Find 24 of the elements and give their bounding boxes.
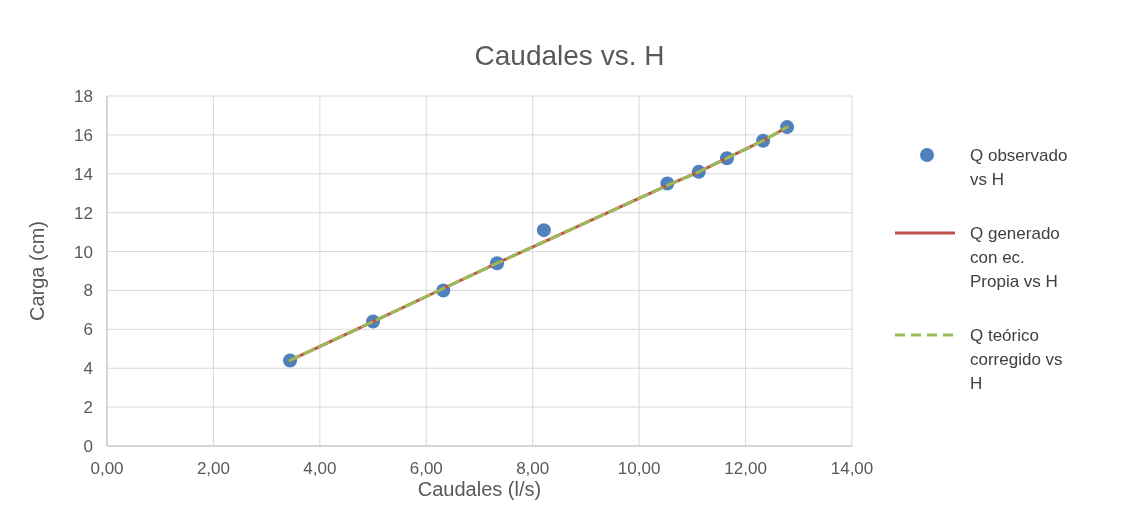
- legend-label: Q teórico corregido vs H: [970, 326, 1063, 393]
- y-tick-label: 12: [74, 203, 93, 223]
- chart-title: Caudales vs. H: [474, 40, 665, 71]
- y-axis-title: Carga (cm): [26, 220, 48, 322]
- x-tick-label: 6,00: [409, 459, 443, 478]
- x-axis-title: Caudales (l/s): [417, 478, 542, 500]
- x-tick-label: 12,00: [724, 459, 767, 478]
- y-tick-label: 8: [83, 281, 93, 301]
- y-tick-label: 2: [83, 398, 93, 418]
- x-tick-label: 0,00: [90, 459, 124, 478]
- x-tick-label: 10,00: [617, 459, 661, 478]
- y-tick-label: 6: [83, 320, 93, 340]
- x-tick-label: 8,00: [516, 459, 550, 478]
- legend-label: Q observado vs H: [970, 146, 1068, 189]
- y-tick-label: 14: [74, 164, 93, 184]
- legend-label: Q generado con ec. Propia vs H: [970, 224, 1060, 291]
- y-tick-label: 0: [83, 437, 93, 456]
- y-tick-label: 10: [74, 242, 93, 262]
- y-tick-label: 4: [83, 359, 93, 379]
- x-tick-label: 4,00: [303, 459, 337, 478]
- y-tick-label: 16: [74, 125, 93, 145]
- x-tick-label: 2,00: [196, 459, 230, 478]
- y-tick-label: 18: [74, 87, 93, 106]
- x-tick-label: 14,00: [830, 459, 874, 478]
